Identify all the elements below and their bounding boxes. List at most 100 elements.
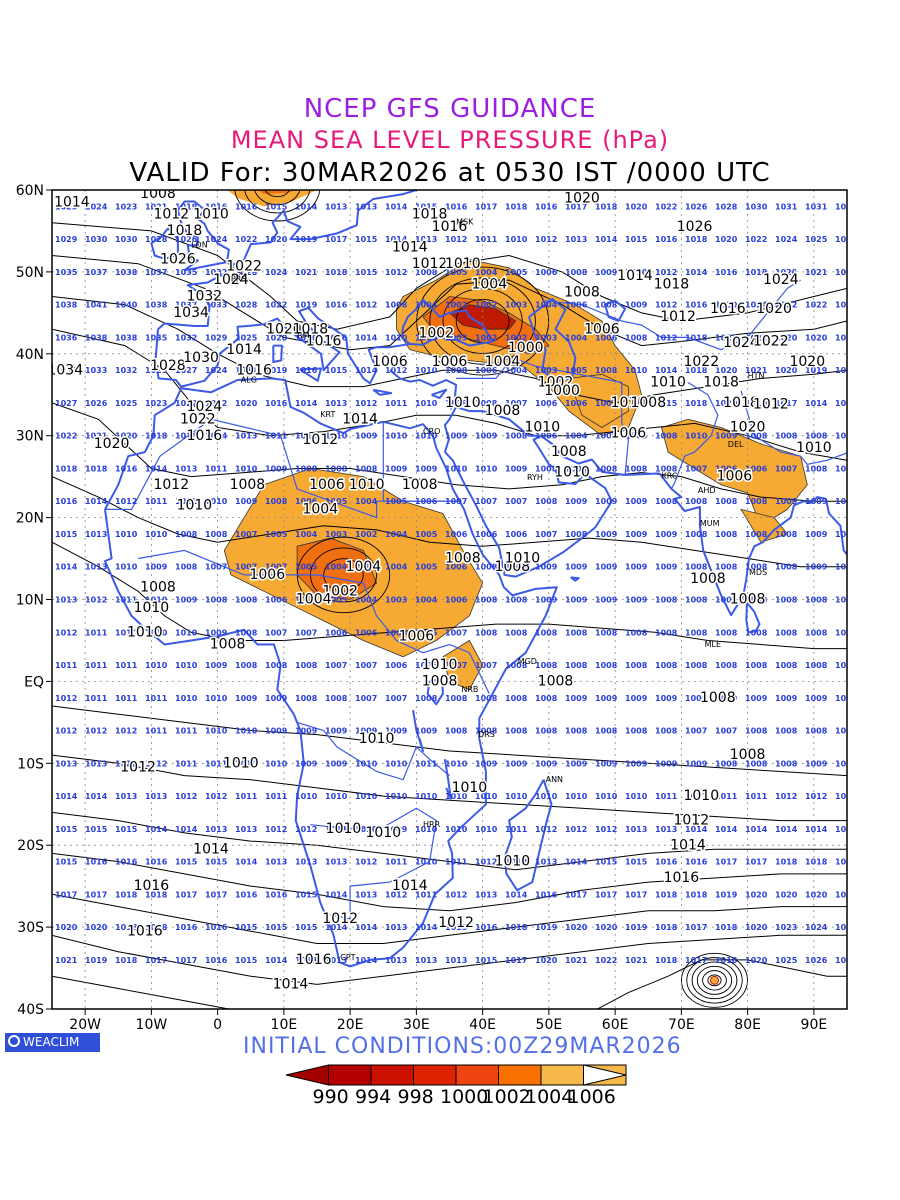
grid-value: 1009 — [265, 465, 288, 474]
grid-value: 1018 — [835, 858, 858, 867]
isobar-label: 1010 — [554, 465, 590, 481]
grid-value: 1013 — [535, 858, 557, 867]
grid-value: 1008 — [535, 628, 558, 637]
grid-value: 1009 — [235, 497, 258, 506]
grid-value: 1013 — [175, 465, 197, 474]
grid-value: 1009 — [625, 694, 648, 703]
lon-label: 0 — [213, 1017, 222, 1033]
grid-value: 1011 — [715, 792, 738, 801]
grid-value: 1017 — [475, 202, 497, 211]
grid-value: 1008 — [505, 596, 528, 605]
grid-value: 1022 — [175, 399, 197, 408]
isobar-label: 1008 — [564, 285, 600, 301]
grid-value: 1008 — [415, 268, 438, 277]
lon-label: 10E — [271, 1017, 298, 1033]
grid-value: 1008 — [745, 432, 768, 441]
grid-value: 1008 — [775, 596, 798, 605]
colorbar-arrow-low — [285, 1064, 329, 1086]
grid-value: 1022 — [805, 301, 827, 310]
grid-value: 1008 — [775, 563, 798, 572]
grid-value: 1009 — [805, 530, 828, 539]
grid-value: 1010 — [205, 497, 228, 506]
coastline — [540, 434, 660, 476]
isobar — [52, 476, 847, 568]
grid-value: 1018 — [505, 202, 528, 211]
coastline — [431, 388, 448, 399]
grid-value: 1020 — [775, 268, 798, 277]
isobar-label: 1008 — [140, 186, 176, 202]
grid-value: 1020 — [775, 333, 798, 342]
grid-value: 1024 — [265, 268, 288, 277]
grid-value: 1038 — [85, 333, 108, 342]
grid-value: 1008 — [535, 661, 558, 670]
grid-value: 1011 — [445, 858, 468, 867]
grid-value: 1009 — [565, 694, 588, 703]
isobar-label: 1004 — [471, 276, 507, 292]
grid-value: 1011 — [205, 465, 228, 474]
grid-value: 1008 — [385, 301, 408, 310]
isobar-label: 1010 — [177, 497, 213, 513]
isobar-label: 1018 — [703, 375, 739, 391]
grid-value: 1017 — [325, 235, 347, 244]
lon-label: 10W — [136, 1017, 168, 1033]
city-label: KRT — [320, 410, 335, 419]
grid-value: 1010 — [265, 759, 288, 768]
grid-value: 1017 — [145, 956, 167, 965]
grid-value: 1028 — [235, 301, 258, 310]
grid-value: 1012 — [55, 628, 77, 637]
grid-value: 1007 — [685, 727, 707, 736]
grid-value: 1019 — [85, 956, 108, 965]
grid-value: 1013 — [415, 956, 437, 965]
grid-value: 1004 — [325, 563, 348, 572]
grid-value: 1012 — [835, 792, 857, 801]
grid-value: 1035 — [55, 268, 78, 277]
grid-value: 1015 — [625, 235, 648, 244]
isobar-label: 1010 — [505, 551, 541, 567]
grid-value: 1015 — [205, 858, 228, 867]
grid-value: 1016 — [145, 858, 168, 867]
grid-value: 1007 — [715, 727, 737, 736]
grid-value: 1009 — [775, 497, 798, 506]
coastline — [426, 677, 444, 706]
colorbar-segment — [413, 1064, 457, 1086]
isobar-label: 1026 — [677, 219, 713, 235]
grid-value: 1012 — [775, 792, 797, 801]
grid-value: 1008 — [475, 727, 498, 736]
grid-value: 1004 — [355, 497, 378, 506]
grid-value: 1014 — [205, 432, 228, 441]
grid-value: 1020 — [625, 202, 648, 211]
colorbar-label: 990 — [312, 1086, 349, 1108]
grid-value: 1024 — [205, 235, 228, 244]
grid-value: 1009 — [325, 727, 348, 736]
grid-value: 1025 — [805, 235, 828, 244]
grid-value: 1010 — [385, 333, 408, 342]
grid-value: 1020 — [805, 333, 828, 342]
city-label: CPT — [340, 953, 355, 962]
grid-value: 1016 — [55, 497, 78, 506]
grid-value: 1022 — [745, 333, 767, 342]
grid-value: 1017 — [775, 399, 797, 408]
grid-value: 1024 — [715, 333, 738, 342]
isobar-label: 1024 — [187, 399, 223, 415]
colorbar-segment — [370, 1064, 414, 1086]
grid-value: 1009 — [325, 759, 348, 768]
grid-value: 1014 — [85, 792, 108, 801]
grid-value: 1020 — [535, 956, 558, 965]
grid-value: 1011 — [175, 759, 198, 768]
lat-label: 10N — [16, 593, 44, 609]
grid-value: 1010 — [595, 792, 618, 801]
grid-value: 1007 — [235, 563, 257, 572]
grid-value: 1007 — [475, 661, 497, 670]
grid-value: 1021 — [805, 268, 828, 277]
grid-value: 1005 — [565, 366, 588, 375]
grid-value: 1006 — [745, 465, 768, 474]
grid-value: 1008 — [775, 628, 798, 637]
grid-value: 1008 — [565, 268, 588, 277]
grid-value: 1018 — [685, 235, 708, 244]
grid-value: 1021 — [745, 366, 768, 375]
grid-value: 1006 — [565, 301, 588, 310]
grid-value: 1016 — [175, 923, 198, 932]
grid-value: 1026 — [175, 235, 198, 244]
grid-value: 1009 — [295, 759, 318, 768]
